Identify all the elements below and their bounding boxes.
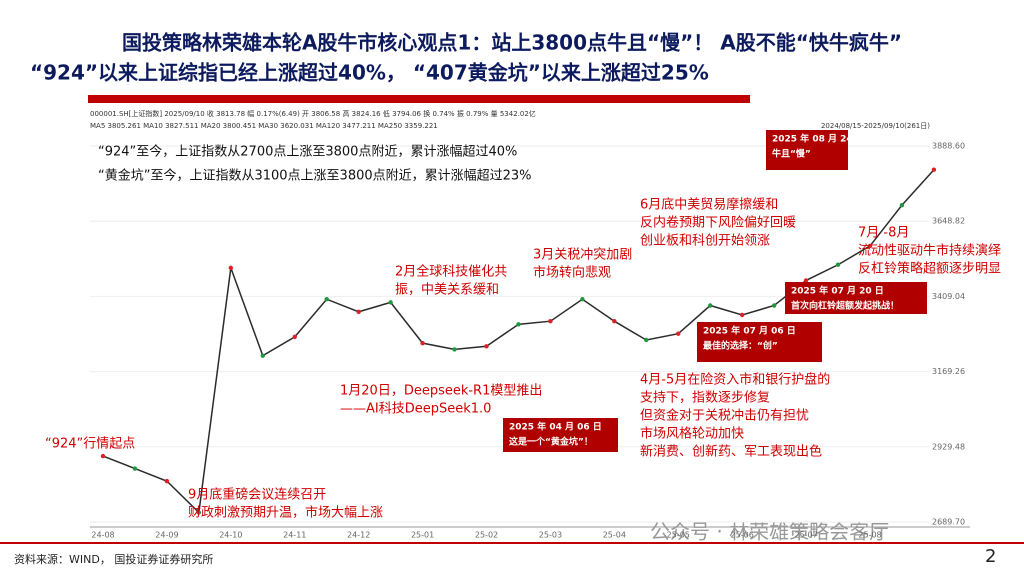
quote-info: 000001.SH[上证指数] 2025/09/10 收 3813.78 幅 0… <box>90 109 536 118</box>
callout-text: 这是一个“黄金坑”！ <box>509 436 593 448</box>
price-point <box>580 297 585 302</box>
x-tick-label: 24-10 <box>219 531 242 540</box>
price-point <box>867 243 873 249</box>
callout-text: 最佳的选择：“创” <box>703 340 778 352</box>
price-point <box>771 303 777 308</box>
annotation: “924”行情起点 <box>45 437 135 452</box>
price-point <box>196 510 202 515</box>
annotation: 反杠铃策略超额逐步明显 <box>858 261 1001 277</box>
callout-text: 首次向杠铃超额发起挑战！ <box>791 300 899 312</box>
annotation: 1月20日，Deepseek-R1模型推出 <box>340 384 542 399</box>
price-point <box>676 331 681 336</box>
callout-text: 2025 年 04 月 06 日 <box>509 421 602 433</box>
annotation: “924”至今，上证指数从2700点上涨至3800点附近，累计涨幅超过40% <box>98 144 517 160</box>
annotation: ——AI科技DeepSeek1.0 <box>340 402 491 417</box>
x-tick-label: 24-12 <box>347 531 370 540</box>
annotation: 2月全球科技催化共 <box>395 264 507 280</box>
price-point <box>164 478 170 484</box>
price-point <box>899 202 905 208</box>
annotation: 支持下，指数逐步修复 <box>640 391 770 406</box>
annotation: 财政刺激预期升温，市场大幅上涨 <box>188 505 383 521</box>
title-line: “924”以来上证综指已经上涨超过40%， “407黄金坑”以来上涨超过25% <box>30 61 709 85</box>
price-point <box>931 167 937 172</box>
y-tick-label: 2929.48 <box>932 442 965 451</box>
price-point <box>100 453 106 459</box>
callout-text: 2025 年 08 月 24 日 <box>772 133 865 145</box>
y-tick-label: 2689.70 <box>932 518 965 527</box>
price-point <box>612 318 617 324</box>
annotation: 振，中美关系缓和 <box>395 283 499 298</box>
price-point <box>739 312 745 318</box>
price-point <box>260 353 265 358</box>
price-point <box>484 344 489 349</box>
price-point <box>548 318 553 324</box>
annotation: 创业板和科创开始领涨 <box>640 234 770 249</box>
price-point <box>835 262 841 267</box>
price-point <box>356 309 361 314</box>
accent-bar <box>88 95 750 103</box>
annotation: 但资金对于关税冲击仍有担忧 <box>640 408 809 424</box>
x-tick-label: 25-08 <box>858 531 881 540</box>
x-tick-label: 24-08 <box>91 531 114 540</box>
x-tick-label: 24-09 <box>155 531 178 540</box>
title-line: 国投策略林荣雄本轮A股牛市核心观点1：站上3800点牛且“慢”！ A股不能“快牛… <box>122 31 902 55</box>
annotation: 反内卷预期下风险偏好回暖 <box>640 215 796 231</box>
price-point <box>292 334 297 340</box>
ma-info: MA5 3805.261 MA10 3827.511 MA20 3800.451… <box>90 122 438 130</box>
range-info: 2024/08/15-2025/09/10(261日) <box>821 122 930 130</box>
annotation: 3月关税冲突加剧 <box>533 247 632 263</box>
annotation: 4月-5月在险资入市和银行护盘的 <box>640 372 830 388</box>
x-tick-label: 25-05 <box>667 531 690 540</box>
price-point <box>228 265 234 271</box>
price-point <box>132 466 138 471</box>
y-tick-label: 3169.26 <box>932 367 965 376</box>
annotation: 市场转向悲观 <box>533 265 611 281</box>
price-point <box>452 347 457 352</box>
annotation: 6月底中美贸易摩擦缓和 <box>640 197 778 213</box>
callout-box <box>785 282 927 314</box>
callout-text: 2025 年 07 月 06 日 <box>703 325 796 337</box>
page-number: 2 <box>985 546 996 567</box>
x-tick-label: 25-01 <box>411 531 434 540</box>
annotation: 流动性驱动牛市持续演绎 <box>858 243 1001 259</box>
price-point <box>644 337 649 343</box>
source: 资料来源：WIND， 国投证券证券研究所 <box>14 552 213 566</box>
watermark: 公众号 · 林荣雄策略会客厅 <box>650 520 889 544</box>
price-point <box>708 303 713 308</box>
x-tick-label: 25-07 <box>794 531 817 540</box>
x-tick-label: 25-03 <box>539 531 562 540</box>
price-point <box>803 278 809 283</box>
x-tick-label: 25-06 <box>731 531 754 540</box>
y-tick-label: 3888.60 <box>932 142 965 151</box>
y-tick-label: 3648.82 <box>932 217 965 226</box>
annotation: 9月底重磅会议连续召开 <box>188 487 326 503</box>
annotation: 市场风格轮动加快 <box>640 426 744 442</box>
callout-text: 牛且“慢” <box>772 148 811 160</box>
x-tick-label: 24-11 <box>283 531 306 540</box>
callout-box <box>766 130 848 170</box>
annotation: 新消费、创新药、军工表现出色 <box>640 444 822 460</box>
y-tick-label: 3409.04 <box>932 292 965 301</box>
callout-box <box>697 322 822 362</box>
price-point <box>516 322 521 327</box>
price-point <box>324 297 329 302</box>
price-point <box>420 340 425 346</box>
callout-text: 2025 年 07 月 20 日 <box>791 285 884 297</box>
x-tick-label: 25-02 <box>475 531 498 540</box>
annotation: “黄金坑”至今，上证指数从3100点上涨至3800点附近，累计涨幅超过23% <box>98 168 532 184</box>
callout-box <box>503 418 618 452</box>
price-point <box>388 300 393 305</box>
annotation: 7月 -8月 <box>858 226 909 241</box>
x-tick-label: 25-04 <box>603 531 626 540</box>
